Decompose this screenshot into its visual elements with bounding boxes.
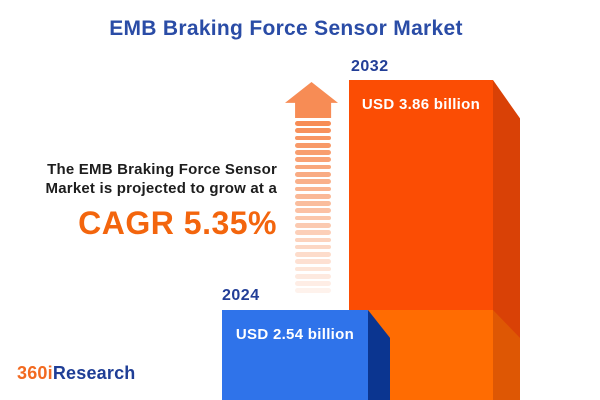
arrow-stripe (295, 157, 331, 163)
arrow-stripe (295, 201, 331, 206)
arrow-shaft (295, 121, 331, 294)
arrow-stripe (295, 128, 331, 133)
company-logo: 360iResearch (17, 363, 136, 384)
arrow-stripe (295, 281, 331, 286)
bar-2024-front-face (222, 310, 368, 400)
arrow-stripe (295, 186, 331, 192)
arrow-stripe (295, 135, 331, 141)
arrow-stripe (295, 179, 331, 184)
logo-360i: 360i (17, 363, 53, 383)
promo-line-1: The EMB Braking Force Sensor (47, 161, 277, 178)
arrow-stripe (295, 230, 331, 235)
arrow-stripe (295, 171, 331, 177)
arrow-stripe (295, 237, 331, 243)
arrow-stripe (295, 164, 331, 170)
bar-label-2024: 2024 (222, 287, 260, 304)
arrow-stripe (295, 215, 331, 221)
cagr-value: CAGR 5.35% (78, 205, 277, 241)
arrow-stripe (295, 266, 331, 272)
logo-research: Research (52, 363, 136, 383)
arrow-stripe (295, 244, 331, 250)
page-title: EMB Braking Force Sensor Market (109, 17, 463, 40)
arrow-stripe (295, 142, 331, 148)
bar-value-2024: USD 2.54 billion (235, 326, 355, 343)
arrow-stripe (295, 259, 331, 265)
bar-label-2032: 2032 (351, 58, 389, 75)
arrow-stripe (295, 121, 331, 126)
promo-text-block: The EMB Braking Force Sensor Market is p… (30, 160, 277, 242)
arrow-stripe (295, 273, 331, 279)
arrow-stripe (295, 150, 331, 155)
bar-2024-side-face (368, 310, 390, 400)
arrow-stripe (295, 222, 331, 228)
arrow-stripe (295, 288, 331, 294)
promo-line-2: Market is projected to grow at a (45, 180, 277, 197)
growth-arrow-icon (285, 82, 338, 118)
arrow-stripe (295, 193, 331, 199)
bar-value-2032: USD 3.86 billion (361, 96, 481, 113)
arrow-stripe (295, 252, 331, 257)
arrow-stripe (295, 208, 331, 214)
